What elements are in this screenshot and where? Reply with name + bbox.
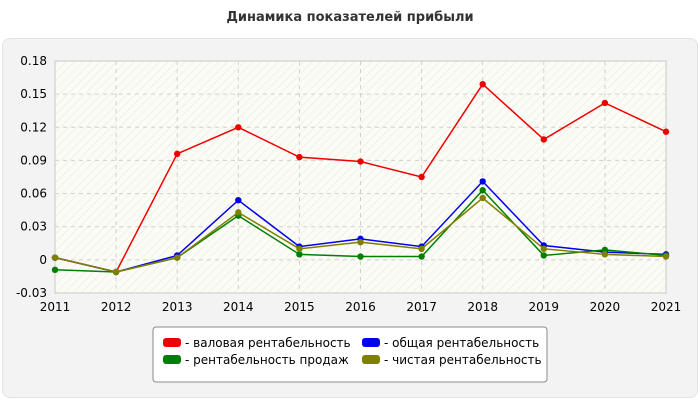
legend-item[interactable]: - общая рентабельность xyxy=(362,336,539,350)
x-tick-label: 2012 xyxy=(101,300,132,314)
legend-box xyxy=(152,326,548,383)
legend-label: - валовая рентабельность xyxy=(185,336,351,350)
data-point xyxy=(357,158,364,165)
x-tick-label: 2021 xyxy=(651,300,682,314)
data-point xyxy=(418,245,425,253)
x-tick-label: 2011 xyxy=(40,300,71,314)
x-tick-label: 2014 xyxy=(223,300,254,314)
data-point xyxy=(235,124,242,131)
data-point xyxy=(174,150,181,157)
legend-item[interactable]: - валовая рентабельность xyxy=(163,336,351,350)
data-point xyxy=(296,251,303,258)
data-point xyxy=(601,246,609,254)
data-point xyxy=(601,251,609,258)
x-tick-label: 2020 xyxy=(590,300,621,314)
data-point xyxy=(357,238,364,246)
y-tick-label: 0.15 xyxy=(20,87,47,101)
data-point xyxy=(357,253,364,260)
data-point xyxy=(662,253,670,260)
data-point xyxy=(540,136,547,143)
x-axis: 2011 2012 2013 2014 2015 2016 2017 2018 2019 2020… xyxy=(40,300,682,314)
x-tick-label: 2015 xyxy=(284,300,315,314)
legend-label: - чистая рентабельность xyxy=(384,353,542,367)
data-point xyxy=(418,173,425,181)
chart-title: Динамика показателей прибыли xyxy=(226,10,474,25)
x-tick-label: 2017 xyxy=(406,300,437,314)
x-tick-label: 2019 xyxy=(529,300,560,314)
data-point xyxy=(235,209,242,216)
y-tick-label: 0.18 xyxy=(20,54,47,68)
legend-swatch xyxy=(362,355,380,364)
data-point xyxy=(51,266,59,273)
data-point xyxy=(112,268,120,276)
data-point xyxy=(479,187,486,194)
legend-swatch xyxy=(163,355,181,364)
data-point xyxy=(479,81,486,88)
legend-item[interactable]: - чистая рентабельность xyxy=(362,353,542,367)
legend-item[interactable]: - рентабельность продаж xyxy=(163,353,349,367)
y-tick-label: -0.03 xyxy=(16,286,47,300)
x-tick-label: 2018 xyxy=(467,300,498,314)
legend-label: - рентабельность продаж xyxy=(185,353,349,367)
data-point xyxy=(296,153,303,161)
y-tick-label: 0.03 xyxy=(20,220,47,234)
data-point xyxy=(235,197,242,204)
series-4 xyxy=(51,194,670,276)
x-tick-label: 2016 xyxy=(345,300,376,314)
legend-swatch xyxy=(163,338,181,347)
data-point xyxy=(51,254,59,261)
data-point xyxy=(296,245,303,253)
y-tick-label: 0 xyxy=(39,253,47,267)
y-axis: 0.18 0.15 0.12 0.09 0.06 0.03 0 -0.03 xyxy=(16,54,47,300)
x-tick-label: 2013 xyxy=(162,300,193,314)
series-group xyxy=(51,81,670,276)
y-tick-label: 0.09 xyxy=(20,153,47,167)
y-tick-label: 0.12 xyxy=(20,120,47,134)
legend[interactable]: - валовая рентабельность - общая рентабел… xyxy=(152,326,548,383)
data-point xyxy=(479,178,486,185)
data-point xyxy=(540,245,547,253)
data-point xyxy=(479,194,486,202)
data-point xyxy=(601,99,609,107)
data-point xyxy=(540,252,547,259)
legend-label: - общая рентабельность xyxy=(384,336,539,350)
data-point xyxy=(418,253,425,260)
data-point xyxy=(662,128,670,135)
data-point xyxy=(174,254,181,261)
legend-swatch xyxy=(362,338,380,347)
y-tick-label: 0.06 xyxy=(20,187,47,201)
